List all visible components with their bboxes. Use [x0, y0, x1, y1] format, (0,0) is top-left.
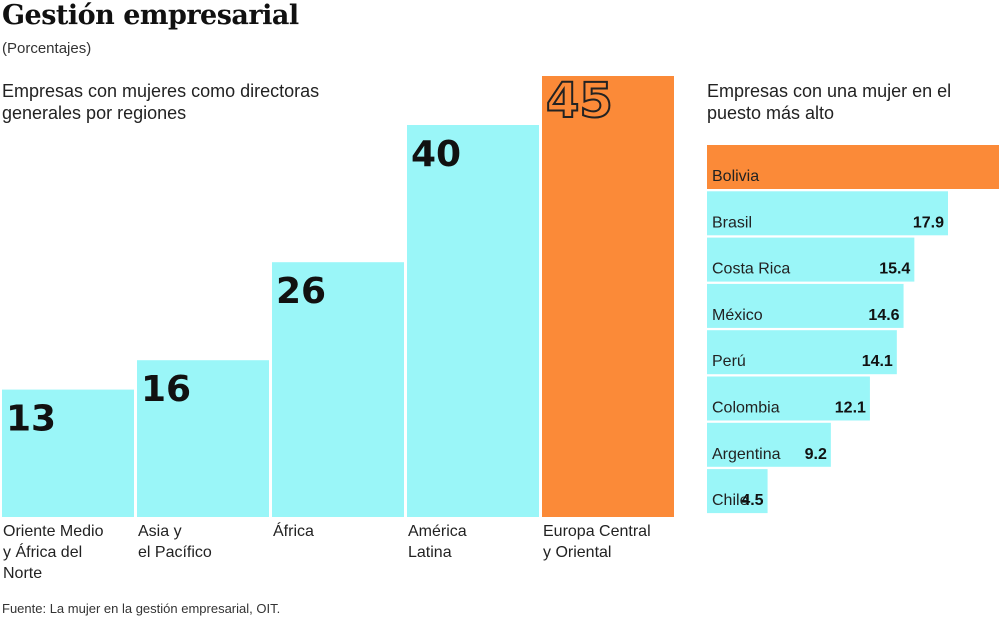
region-value-label: 16 — [141, 369, 191, 410]
chart-title: Gestión empresarial — [2, 0, 299, 31]
region-value-label: 26 — [276, 271, 326, 312]
country-value-label: 17.9 — [913, 214, 944, 231]
country-value-label: 14.6 — [868, 307, 899, 324]
country-label: Brasil — [712, 214, 752, 231]
region-category-label: el Pacífico — [138, 544, 212, 561]
country-label: Colombia — [712, 400, 780, 417]
region-bar — [137, 360, 269, 517]
country-bar — [707, 376, 870, 421]
country-value-label: 9.2 — [805, 446, 827, 463]
region-bar — [2, 389, 134, 517]
country-bar — [707, 330, 897, 375]
country-value-label: 14.1 — [862, 353, 893, 370]
chart-subtitle: (Porcentajes) — [2, 40, 92, 57]
country-label: México — [712, 307, 763, 324]
region-category-label: Europa Central — [543, 523, 651, 540]
region-category-label: Asia y — [138, 523, 182, 540]
region-bar — [542, 76, 674, 517]
country-label: Argentina — [712, 446, 781, 463]
region-category-label: América — [408, 523, 467, 540]
region-category-label: Latina — [408, 544, 452, 561]
source-note: Fuente: La mujer en la gestión empresari… — [2, 601, 281, 616]
region-category-label: y Oriental — [543, 544, 611, 561]
region-bar — [272, 262, 404, 517]
country-value-label: 12.1 — [835, 400, 866, 417]
countries-bar-chart: Bolivia Brasil 17.9 Costa Rica 15.4 México 14.… — [707, 145, 999, 514]
region-value-label: 40 — [411, 134, 461, 175]
region-category-label: África — [273, 521, 314, 540]
country-label: Costa Rica — [712, 261, 790, 278]
region-category-label: Oriente Medio — [3, 523, 104, 540]
left-chart-heading: Empresas con mujeres como directoras gen… — [2, 81, 320, 123]
right-chart-heading: Empresas con una mujer en el puesto más … — [707, 81, 952, 123]
country-value-label: 4.5 — [741, 492, 763, 509]
country-bar — [707, 283, 904, 328]
regions-bar-chart: 13 Oriente Medio y África del Norte 16 Asia y… — [2, 72, 674, 582]
country-label: Perú — [712, 353, 746, 370]
country-bar — [707, 145, 999, 189]
region-value-label: 45 — [546, 73, 613, 129]
region-category-label: y África del — [3, 542, 82, 561]
region-value-label: 13 — [6, 399, 56, 440]
country-bar — [707, 191, 948, 236]
country-bar — [707, 422, 831, 467]
country-bar — [707, 469, 768, 514]
country-label: Chile — [712, 492, 749, 509]
country-value-label: 15.4 — [879, 261, 910, 278]
region-category-label: Norte — [3, 565, 42, 582]
region-bar — [407, 125, 539, 517]
country-label: Bolivia — [712, 168, 759, 185]
country-bar — [707, 237, 915, 282]
